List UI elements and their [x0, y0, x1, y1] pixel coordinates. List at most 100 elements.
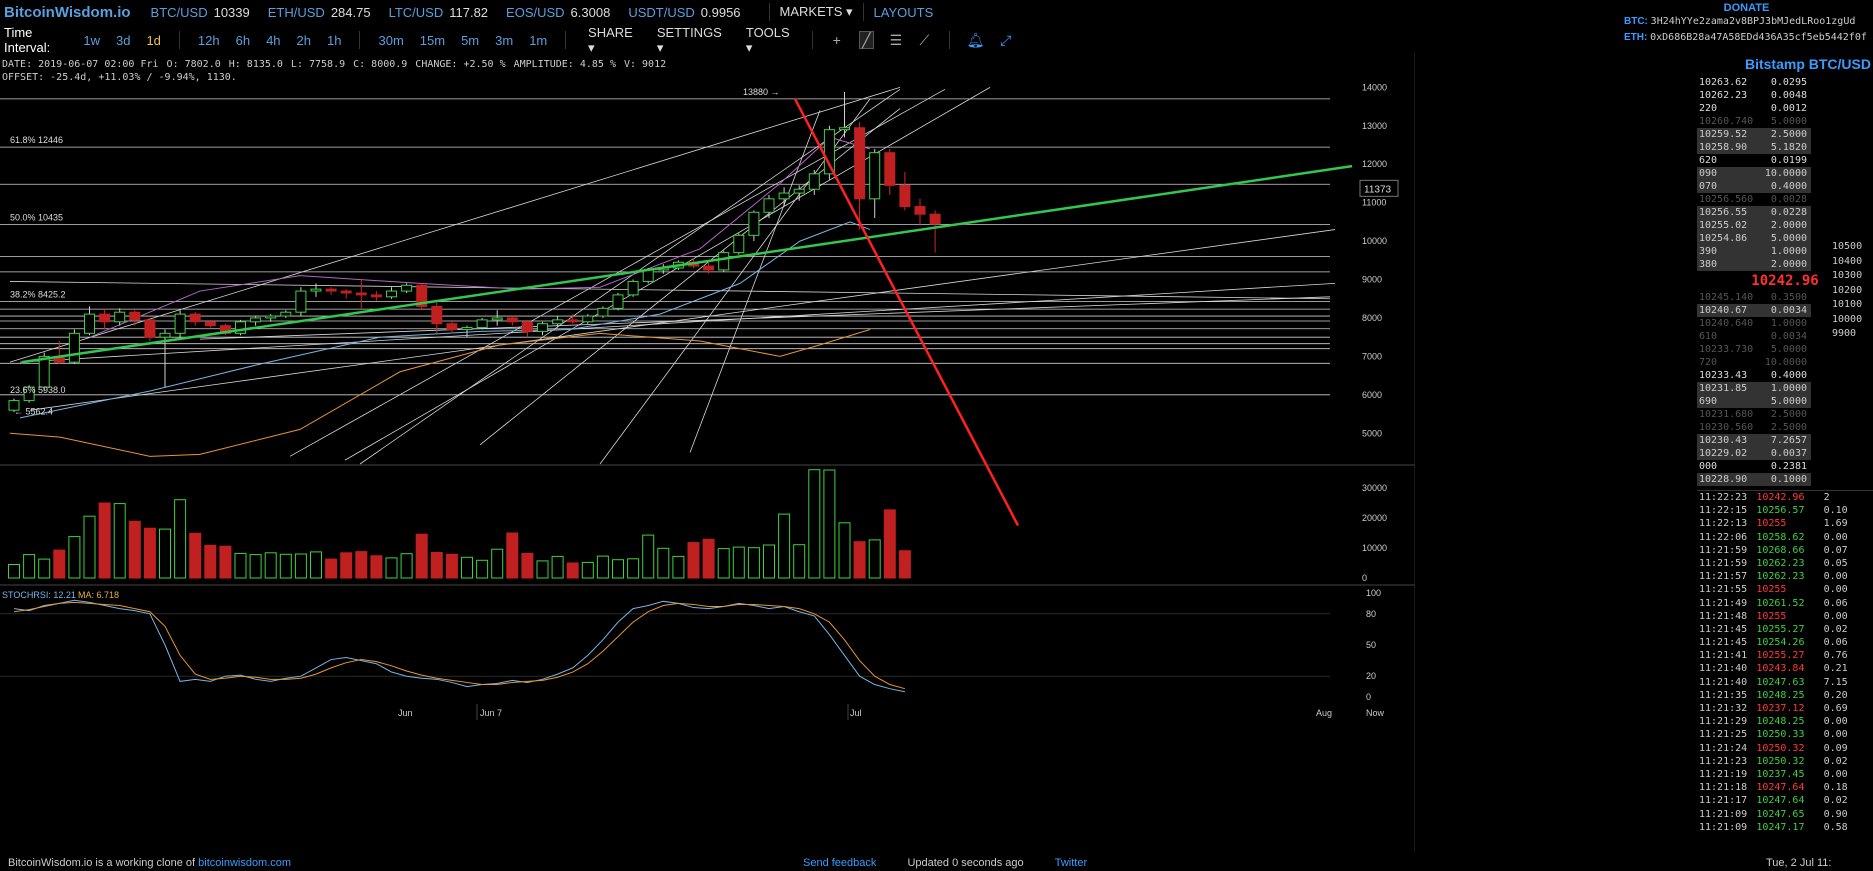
candle: [355, 292, 367, 296]
order-price: 10263.62: [1699, 77, 1748, 88]
interval-12h[interactable]: 12h: [197, 32, 220, 48]
volume-bar: [823, 469, 836, 579]
drawn-trendlines: [9, 86, 1336, 465]
interval-5m[interactable]: 5m: [461, 32, 480, 48]
order-price: 10256.55: [1697, 206, 1757, 219]
orderbook-row: 070 0.4000: [1697, 180, 1873, 193]
volume-bar: [355, 551, 368, 579]
interval-1w[interactable]: 1w: [83, 32, 100, 48]
interval-1h[interactable]: 1h: [327, 32, 342, 48]
donate-title[interactable]: DONATE: [1723, 2, 1770, 14]
ticker-ltc-usd[interactable]: LTC/USD 117.82: [389, 5, 488, 20]
trade-price: 10250.32: [1756, 755, 1805, 767]
share-menu[interactable]: SHARE ▾: [588, 24, 633, 55]
trade-row: 11:21:09 10247.65 0.90: [1697, 808, 1873, 821]
interval-1m[interactable]: 1m: [529, 32, 548, 48]
horizontal-lines-icon[interactable]: ☰: [889, 31, 903, 48]
interval-6h[interactable]: 6h: [235, 32, 251, 48]
brand-logo[interactable]: BitcoinWisdom.io: [4, 3, 131, 21]
settings-menu[interactable]: SETTINGS ▾: [656, 24, 722, 55]
drawn-line: [9, 86, 901, 363]
bitcoinwisdom-link[interactable]: bitcoinwisdom.com: [198, 857, 292, 869]
ticker-usdt-usd[interactable]: USDT/USD 0.9956: [628, 5, 740, 20]
volume-bar: [38, 558, 51, 579]
candle: [250, 317, 262, 323]
drawn-line: [19, 282, 1336, 363]
time-interval-label: Time Interval:: [4, 25, 51, 55]
ticker-symbol: BTC/USD: [150, 4, 208, 20]
trade-row: 11:22:13 10255 1.69: [1697, 517, 1873, 530]
trade-row: 11:21:19 10237.45 0.00: [1697, 768, 1873, 781]
divider: [862, 3, 864, 21]
chevron-down-icon: ▾: [656, 39, 664, 55]
ticker-eth-usd[interactable]: ETH/USD 284.75: [268, 5, 371, 20]
btc-address[interactable]: 3H24hYYe2zama2v8BPJ3bMJedLRoo1zgUd: [1650, 16, 1856, 27]
twitter-link[interactable]: Twitter: [1054, 857, 1088, 869]
price-chart[interactable]: 13880 → 61.8% 12446 50.0% 10435 38.2% 8425.…: [0, 52, 1415, 852]
trade-time: 11:21:19: [1699, 768, 1748, 780]
markets-menu[interactable]: MARKETS ▾: [779, 4, 853, 19]
volume-tick: 10000: [1362, 543, 1387, 553]
chart-annotation: ← 5562.4: [14, 407, 53, 417]
orderbook-row: 10254.86 5.0000: [1697, 232, 1873, 245]
interval-3d[interactable]: 3d: [115, 32, 131, 48]
order-amount: 0.0037: [1757, 447, 1811, 460]
candle: [159, 332, 171, 338]
footer-credit: BitcoinWisdom.io is a working clone of b…: [8, 857, 292, 869]
time-tick: Jun 7: [480, 708, 502, 718]
order-price: 10233.43: [1699, 370, 1748, 381]
fullscreen-icon[interactable]: ⤢: [1000, 31, 1012, 48]
interval-1d[interactable]: 1d: [146, 32, 161, 48]
layouts-link[interactable]: LAYOUTS: [873, 4, 934, 20]
order-price: 090: [1697, 167, 1757, 180]
interval-3m[interactable]: 3m: [495, 32, 514, 48]
price-tick: 5000: [1362, 428, 1382, 438]
order-price: 10260.740: [1699, 116, 1754, 127]
bell-icon[interactable]: 🔔︎: [966, 31, 985, 48]
candle: [265, 315, 277, 319]
stoch-line: [13, 601, 906, 690]
order-amount: 0.1000: [1757, 473, 1811, 486]
interval-30m[interactable]: 30m: [378, 32, 404, 48]
depth-label: 10100: [1832, 299, 1863, 310]
trade-amount: 0.20: [1823, 689, 1848, 701]
asks-list: 10263.62 0.0295 10262.23 0.0048 220 0.0012 102…: [1697, 76, 1873, 271]
time-axis: Jun Jun 7 Jul Aug Now: [398, 704, 1385, 720]
stoch-tick: 80: [1366, 609, 1376, 619]
footer-clock: Tue, 2 Jul 11:: [1766, 857, 1832, 869]
ma-line: [19, 221, 871, 419]
fan-tool-icon[interactable]: ⟋: [919, 31, 930, 48]
volume-tick: 20000: [1362, 513, 1387, 523]
trade-price: 10237.12: [1756, 703, 1805, 714]
candle: [552, 319, 564, 325]
tools-menu[interactable]: TOOLS ▾: [745, 24, 790, 55]
interval-4h[interactable]: 4h: [266, 32, 281, 48]
trade-time: 11:22:13: [1699, 518, 1748, 530]
trendline-tool-icon[interactable]: ╱: [859, 31, 874, 49]
order-amount: 0.2381: [1770, 461, 1807, 472]
candle: [23, 386, 35, 402]
ticker-eos-usd[interactable]: EOS/USD 6.3008: [506, 5, 610, 20]
trade-row: 11:21:32 10237.12 0.69: [1697, 702, 1873, 715]
feedback-link[interactable]: Send feedback: [803, 857, 877, 869]
ticker-btc-usd[interactable]: BTC/USD 10339: [151, 5, 250, 20]
trade-row: 11:21:09 10247.17 0.58: [1697, 821, 1873, 834]
eth-address[interactable]: 0xD686B28a47A58EDd436A35cf5eb5442f0f: [1650, 32, 1867, 43]
order-amount: 0.0034: [1770, 331, 1807, 342]
divider: [565, 31, 567, 49]
crosshair-icon[interactable]: +: [832, 32, 841, 48]
trade-time: 11:21:40: [1699, 663, 1748, 675]
volume-bar: [476, 559, 489, 579]
trade-time: 11:21:25: [1699, 729, 1748, 741]
ticker-price: 10339: [213, 4, 250, 20]
volume-bar: [596, 555, 609, 579]
ticker-price: 6.3008: [570, 4, 611, 20]
volume-bar: [279, 553, 292, 579]
order-price: 10233.730: [1699, 344, 1754, 355]
exchange-title[interactable]: Bitstamp BTC/USD: [1744, 56, 1871, 72]
interval-2h[interactable]: 2h: [296, 32, 312, 48]
interval-15m[interactable]: 15m: [419, 32, 446, 48]
order-price: 10228.90: [1697, 473, 1757, 486]
trade-row: 11:21:24 10250.32 0.09: [1697, 742, 1873, 755]
trade-row: 11:21:59 10262.23 0.05: [1697, 557, 1873, 570]
